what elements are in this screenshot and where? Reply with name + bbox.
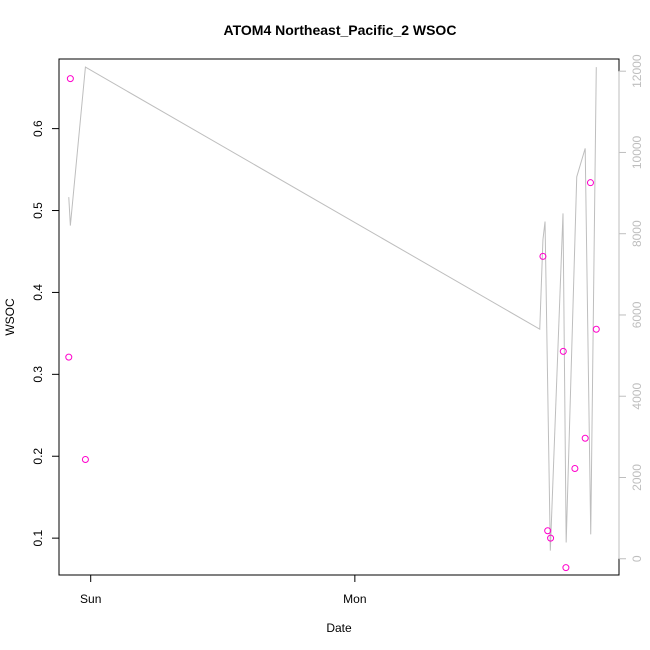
wsoc-point: [586, 179, 594, 187]
wsoc-point: [66, 75, 74, 83]
y2-tick-label: 12000: [630, 54, 644, 88]
y-axis-label: WSOC: [3, 298, 17, 336]
line-series: [68, 66, 597, 551]
wsoc-point: [559, 347, 567, 355]
y2-tick-label: 2000: [630, 464, 644, 491]
x-axis-label: Date: [326, 621, 352, 635]
y-tick-label: 0.1: [31, 529, 45, 546]
wsoc-point: [571, 465, 579, 473]
x-tick-label: Mon: [343, 592, 366, 606]
y-tick-label: 0.2: [31, 448, 45, 465]
wsoc-point: [544, 527, 552, 535]
scatter-series: [65, 75, 600, 572]
wsoc-point: [581, 434, 589, 442]
axes: Sun Mon 0.1 0.2 0.3 0.4 0.5 0.6 0 2000 4000 6000 800…: [31, 54, 644, 606]
y-tick-label: 0.3: [31, 366, 45, 383]
plot-frame: [58, 58, 620, 576]
wsoc-point: [539, 252, 547, 260]
chart-title: ATOM4 Northeast_Pacific_2 WSOC: [224, 22, 457, 38]
wsoc-point: [547, 534, 555, 542]
y-tick-label: 0.4: [31, 284, 45, 301]
wsoc-point: [65, 353, 73, 361]
y-tick-label: 0.6: [31, 120, 45, 137]
wsoc-point: [562, 564, 570, 572]
x-tick-label: Sun: [80, 592, 101, 606]
y2-tick-label: 8000: [630, 220, 644, 247]
y2-tick-label: 6000: [630, 301, 644, 328]
y-tick-label: 0.5: [31, 202, 45, 219]
wsoc-point: [81, 456, 89, 464]
y2-tick-label: 10000: [630, 135, 644, 169]
secondary-line: [68, 66, 597, 551]
y2-tick-label: 4000: [630, 383, 644, 410]
y2-tick-label: 0: [630, 555, 644, 562]
wsoc-point: [592, 325, 600, 333]
